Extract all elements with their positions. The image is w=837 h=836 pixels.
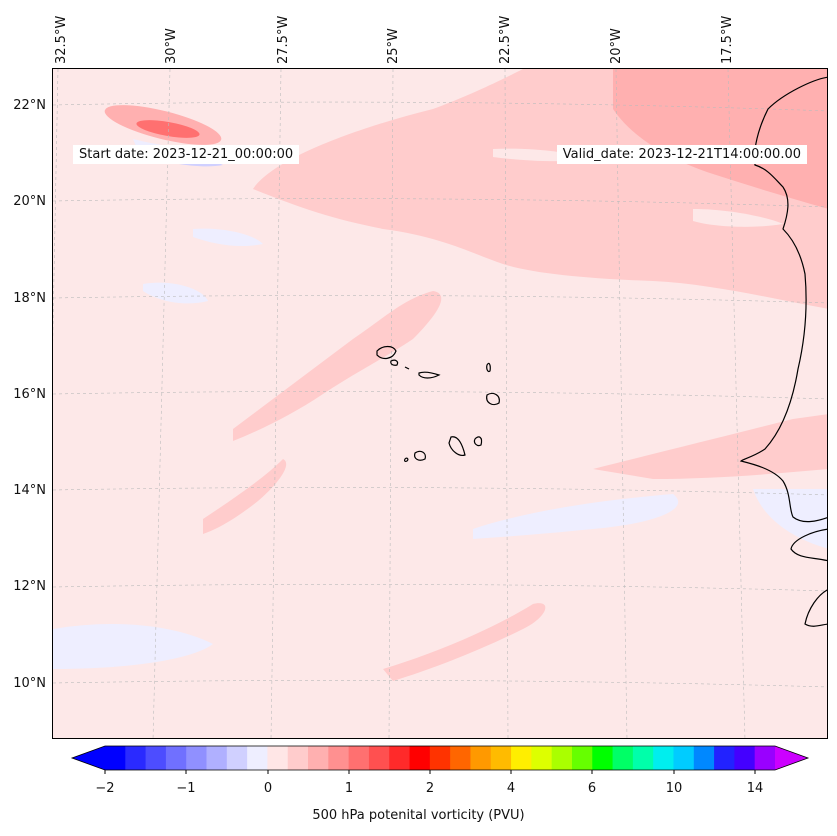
lat-label-18n: 18°N — [13, 291, 46, 306]
lon-label-25w: 25°W — [386, 28, 401, 64]
colorbar-tick: 0 — [263, 781, 273, 796]
graticule — [53, 69, 827, 738]
pv-light-streak-1 — [693, 209, 783, 227]
pv-field-svg — [53, 69, 827, 738]
colorbar-segment — [145, 746, 167, 770]
pv-negative-patch-6 — [143, 282, 208, 304]
island-sao-vicente — [390, 359, 399, 366]
colorbar-segment — [511, 746, 532, 770]
colorbar-segment — [105, 746, 126, 770]
island-sal — [486, 362, 491, 373]
lat-label-10n: 10°N — [13, 676, 46, 691]
colorbar-segment — [125, 746, 147, 770]
pv-central-ridge — [233, 291, 442, 441]
african-coastline — [739, 76, 827, 627]
colorbar-extend-min — [72, 746, 105, 770]
pv-negative-patch-5 — [193, 228, 263, 247]
colorbar-segment — [450, 746, 471, 770]
colorbar-segment — [632, 746, 654, 770]
colorbar-segment — [551, 746, 573, 770]
pv-negative-patch-3 — [473, 494, 679, 539]
colorbar-segment — [247, 746, 268, 770]
lat-label-14n: 14°N — [13, 483, 46, 498]
lat-label-22n: 22°N — [13, 98, 46, 113]
colorbar-segment — [328, 746, 350, 770]
colorbar-tick: 2 — [425, 781, 435, 796]
colorbar-segment — [308, 746, 329, 770]
pv-maximum-inner — [136, 120, 200, 138]
colorbar-tick: −2 — [95, 781, 115, 796]
pv-negative-patch-4 — [753, 489, 827, 549]
colorbar-title: 500 hPa potenital vorticity (PVU) — [312, 808, 525, 823]
lon-label-32-5w: 32.5°W — [54, 15, 69, 64]
colorbar-tick: 14 — [746, 781, 764, 796]
colorbar-tick: 1 — [344, 781, 354, 796]
colorbar-segment — [592, 746, 614, 770]
colorbar-segment — [571, 746, 593, 770]
lon-label-17-5w: 17.5°W — [720, 15, 735, 64]
pv-central-ridge-2 — [203, 459, 287, 534]
start-date-label: Start date: 2023-12-21_00:00:00 — [73, 145, 300, 164]
lat-label-16n: 16°N — [13, 387, 46, 402]
island-santiago — [448, 436, 466, 456]
lat-label-12n: 12°N — [13, 579, 46, 594]
colorbar-segment — [186, 746, 208, 770]
colorbar-segment — [267, 746, 289, 770]
colorbar-segment — [490, 746, 512, 770]
island-brava — [404, 457, 409, 462]
colorbar-segment — [348, 746, 370, 770]
pv-southeast-swath — [593, 414, 827, 479]
colorbar-segment — [612, 746, 634, 770]
pv-negative-patch-2 — [53, 624, 213, 669]
pv-map-panel[interactable]: Start date: 2023-12-21_00:00:00 Valid_da… — [52, 68, 828, 739]
cape-verde-islands — [376, 345, 500, 462]
colorbar-tick: 10 — [665, 781, 683, 796]
colorbar-tick: −1 — [176, 781, 196, 796]
colorbar-segment — [531, 746, 553, 770]
colorbar-segment — [165, 746, 187, 770]
island-maio — [473, 436, 483, 447]
colorbar-segment — [226, 746, 248, 770]
island-fogo — [414, 450, 426, 461]
colorbar-tick: 6 — [587, 781, 597, 796]
lat-label-20n: 20°N — [13, 194, 46, 209]
colorbar-segment — [389, 746, 411, 770]
colorbar-segment — [714, 746, 735, 770]
colorbar-segment — [287, 746, 309, 770]
lon-label-30w: 30°W — [164, 28, 179, 64]
pv-southern-streak — [383, 603, 546, 681]
island-sao-nicolau — [418, 371, 441, 379]
colorbar-tick: 4 — [506, 781, 516, 796]
colorbar-segment — [470, 746, 492, 770]
colorbar-segment — [734, 746, 756, 770]
lon-label-22-5w: 22.5°W — [498, 15, 513, 64]
lon-label-20w: 20°W — [609, 28, 624, 64]
colorbar-segment — [429, 746, 451, 770]
colorbar — [70, 745, 810, 774]
colorbar-segment — [653, 746, 674, 770]
island-boa-vista — [486, 392, 500, 406]
colorbar-segment — [368, 746, 390, 770]
valid-date-label: Valid_date: 2023-12-21T14:00:00.00 — [556, 145, 807, 164]
lon-label-27-5w: 27.5°W — [276, 15, 291, 64]
colorbar-segment — [409, 746, 431, 770]
colorbar-segment — [673, 746, 695, 770]
colorbar-extend-max — [775, 746, 808, 770]
colorbar-segment — [693, 746, 715, 770]
colorbar-segment — [206, 746, 228, 770]
colorbar-segment — [754, 746, 776, 770]
island-santa-luzia — [404, 366, 410, 370]
island-santo-antao — [376, 345, 397, 360]
